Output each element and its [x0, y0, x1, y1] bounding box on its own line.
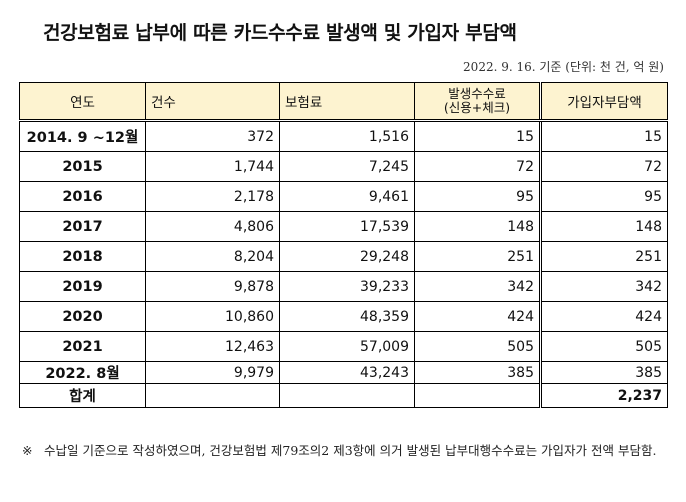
cell-count: 12,463 [145, 331, 280, 362]
cell-year: 2019 [19, 271, 146, 302]
cell-year: 2020 [19, 301, 146, 332]
cell-burden: 95 [539, 181, 668, 212]
data-table: 연도 건수 보험료 발생수수료 (신용+체크) 가입자부담액 2014. 9 ~… [19, 82, 668, 408]
cell-fee: 424 [414, 301, 541, 332]
note-mark: ※ [22, 443, 33, 458]
cell-count: 9,878 [145, 271, 280, 302]
footnote: ※ 수납일 기준으로 작성하였으며, 건강보험법 제79조의2 제3항에 의거 … [22, 440, 678, 461]
cell-year: 2016 [19, 181, 146, 212]
cell-burden: 72 [539, 151, 668, 182]
table-row: 2021 12,463 57,009 505 505 [19, 331, 668, 362]
cell-premium: 29,248 [279, 241, 415, 272]
col-header-year: 연도 [19, 82, 146, 122]
cell-year: 2018 [19, 241, 146, 272]
table-row: 2019 9,878 39,233 342 342 [19, 271, 668, 302]
cell-fee: 148 [414, 211, 541, 242]
cell-fee: 251 [414, 241, 541, 272]
cell-fee: 95 [414, 181, 541, 212]
cell-year: 2017 [19, 211, 146, 242]
total-fee [414, 383, 541, 408]
reference-date-units: 2022. 9. 16. 기준 (단위: 천 건, 억 원) [463, 60, 664, 74]
table-row: 2017 4,806 17,539 148 148 [19, 211, 668, 242]
cell-burden: 505 [539, 331, 668, 362]
cell-premium: 39,233 [279, 271, 415, 302]
note-text: 수납일 기준으로 작성하였으며, 건강보험법 제79조의2 제3항에 의거 발생… [44, 443, 657, 458]
table-row: 2022. 8월 9,979 43,243 385 385 [19, 361, 668, 384]
col-header-burden: 가입자부담액 [539, 82, 668, 122]
cell-year: 2015 [19, 151, 146, 182]
cell-count: 4,806 [145, 211, 280, 242]
cell-count: 10,860 [145, 301, 280, 332]
cell-premium: 1,516 [279, 120, 415, 152]
total-label: 합계 [19, 383, 146, 408]
table-row: 2020 10,860 48,359 424 424 [19, 301, 668, 332]
col-header-fee: 발생수수료 (신용+체크) [414, 82, 541, 122]
cell-burden: 148 [539, 211, 668, 242]
cell-premium: 43,243 [279, 361, 415, 384]
page-title: 건강보험료 납부에 따른 카드수수료 발생액 및 가입자 부담액 [43, 22, 517, 44]
cell-count: 1,744 [145, 151, 280, 182]
total-count [145, 383, 280, 408]
cell-burden: 15 [539, 120, 668, 152]
cell-premium: 48,359 [279, 301, 415, 332]
cell-fee: 505 [414, 331, 541, 362]
cell-burden: 385 [539, 361, 668, 384]
cell-premium: 9,461 [279, 181, 415, 212]
col-header-premium: 보험료 [279, 82, 415, 122]
table-row: 2016 2,178 9,461 95 95 [19, 181, 668, 212]
cell-premium: 17,539 [279, 211, 415, 242]
cell-count: 2,178 [145, 181, 280, 212]
cell-fee: 72 [414, 151, 541, 182]
total-premium [279, 383, 415, 408]
cell-premium: 7,245 [279, 151, 415, 182]
total-row: 합계 2,237 [19, 383, 668, 408]
col-header-fee-sub: (신용+체크) [443, 100, 511, 115]
table-row: 2015 1,744 7,245 72 72 [19, 151, 668, 182]
cell-year: 2014. 9 ~12월 [19, 120, 146, 152]
cell-burden: 424 [539, 301, 668, 332]
col-header-count: 건수 [145, 82, 280, 122]
cell-count: 8,204 [145, 241, 280, 272]
table-row: 2018 8,204 29,248 251 251 [19, 241, 668, 272]
cell-fee: 342 [414, 271, 541, 302]
cell-premium: 57,009 [279, 331, 415, 362]
cell-fee: 385 [414, 361, 541, 384]
cell-count: 9,979 [145, 361, 280, 384]
cell-year: 2021 [19, 331, 146, 362]
table-row: 2014. 9 ~12월 372 1,516 15 15 [19, 120, 668, 152]
cell-count: 372 [145, 120, 280, 152]
cell-burden: 251 [539, 241, 668, 272]
cell-fee: 15 [414, 120, 541, 152]
col-header-fee-main: 발생수수료 [448, 86, 506, 101]
cell-burden: 342 [539, 271, 668, 302]
table-header-row: 연도 건수 보험료 발생수수료 (신용+체크) 가입자부담액 [19, 82, 668, 122]
cell-year: 2022. 8월 [19, 361, 146, 384]
total-burden: 2,237 [539, 383, 668, 408]
